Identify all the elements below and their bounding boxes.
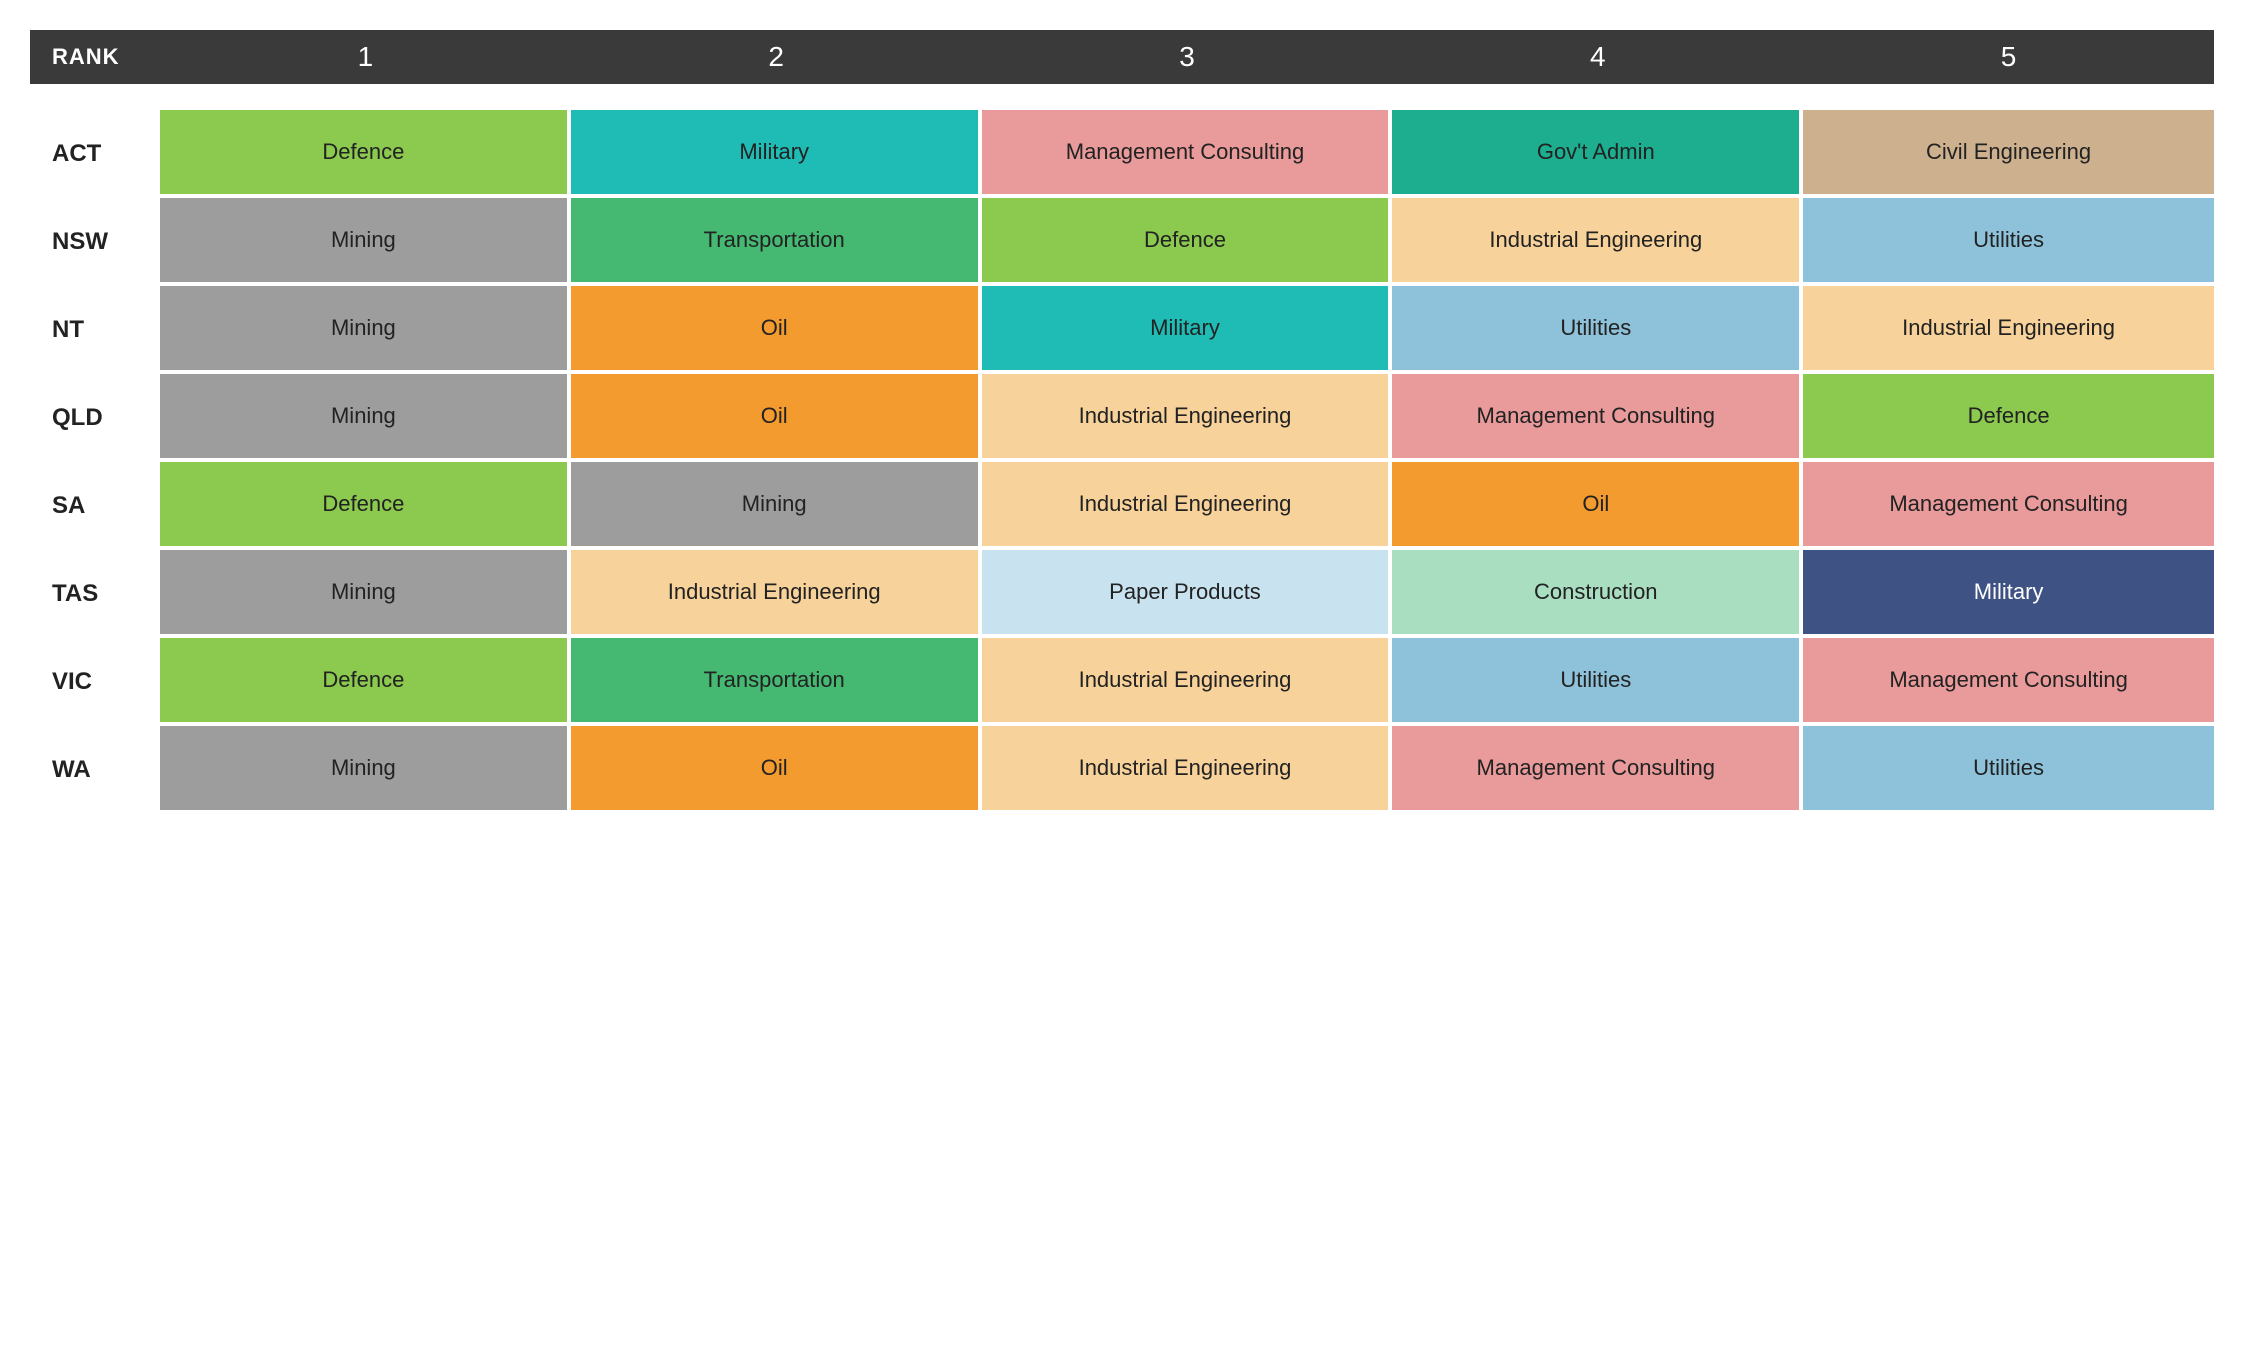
table-cell: Utilities <box>1392 286 1803 374</box>
table-row: SADefenceMiningIndustrial EngineeringOil… <box>30 462 2214 550</box>
table-cell: Oil <box>571 286 982 374</box>
rank-heatmap-table: RANK 1 2 3 4 5 ACTDefenceMilitaryManagem… <box>30 30 2214 814</box>
header-label: RANK <box>30 44 160 70</box>
table-cell: Oil <box>571 726 982 814</box>
row-label: TAS <box>30 550 160 638</box>
table-cell: Defence <box>160 110 571 198</box>
header-rank-2: 2 <box>571 41 982 73</box>
table-cell: Civil Engineering <box>1803 110 2214 198</box>
table-cell: Defence <box>160 462 571 550</box>
table-cell: Transportation <box>571 198 982 286</box>
table-cell: Industrial Engineering <box>1392 198 1803 286</box>
row-label: VIC <box>30 638 160 726</box>
row-label: QLD <box>30 374 160 462</box>
table-cell: Management Consulting <box>1392 726 1803 814</box>
table-cell: Paper Products <box>982 550 1393 638</box>
table-row: TASMiningIndustrial EngineeringPaper Pro… <box>30 550 2214 638</box>
header-rank-5: 5 <box>1803 41 2214 73</box>
table-row: NSWMiningTransportationDefenceIndustrial… <box>30 198 2214 286</box>
table-cell: Mining <box>160 726 571 814</box>
table-cell: Defence <box>1803 374 2214 462</box>
header-rank-3: 3 <box>982 41 1393 73</box>
table-cell: Industrial Engineering <box>571 550 982 638</box>
row-label: ACT <box>30 110 160 198</box>
table-body: ACTDefenceMilitaryManagement ConsultingG… <box>30 110 2214 814</box>
table-cell: Military <box>1803 550 2214 638</box>
table-cell: Mining <box>160 286 571 374</box>
table-cell: Industrial Engineering <box>982 726 1393 814</box>
table-cell: Mining <box>571 462 982 550</box>
table-header-row: RANK 1 2 3 4 5 <box>30 30 2214 86</box>
table-cell: Utilities <box>1803 726 2214 814</box>
table-cell: Management Consulting <box>1803 638 2214 726</box>
table-cell: Mining <box>160 374 571 462</box>
table-cell: Construction <box>1392 550 1803 638</box>
table-row: ACTDefenceMilitaryManagement ConsultingG… <box>30 110 2214 198</box>
header-rank-1: 1 <box>160 41 571 73</box>
table-cell: Oil <box>1392 462 1803 550</box>
table-row: QLDMiningOilIndustrial EngineeringManage… <box>30 374 2214 462</box>
row-label: SA <box>30 462 160 550</box>
header-rank-4: 4 <box>1392 41 1803 73</box>
table-cell: Industrial Engineering <box>982 374 1393 462</box>
table-cell: Management Consulting <box>982 110 1393 198</box>
table-cell: Military <box>982 286 1393 374</box>
table-cell: Defence <box>160 638 571 726</box>
row-label: NSW <box>30 198 160 286</box>
table-cell: Industrial Engineering <box>982 462 1393 550</box>
row-label: WA <box>30 726 160 814</box>
table-cell: Utilities <box>1392 638 1803 726</box>
table-row: WAMiningOilIndustrial EngineeringManagem… <box>30 726 2214 814</box>
table-cell: Mining <box>160 198 571 286</box>
table-row: NTMiningOilMilitaryUtilitiesIndustrial E… <box>30 286 2214 374</box>
table-cell: Management Consulting <box>1392 374 1803 462</box>
table-cell: Military <box>571 110 982 198</box>
table-cell: Oil <box>571 374 982 462</box>
row-label: NT <box>30 286 160 374</box>
table-row: VICDefenceTransportationIndustrial Engin… <box>30 638 2214 726</box>
table-cell: Transportation <box>571 638 982 726</box>
table-cell: Gov't Admin <box>1392 110 1803 198</box>
table-cell: Industrial Engineering <box>982 638 1393 726</box>
table-cell: Management Consulting <box>1803 462 2214 550</box>
table-cell: Mining <box>160 550 571 638</box>
table-cell: Defence <box>982 198 1393 286</box>
table-cell: Utilities <box>1803 198 2214 286</box>
table-cell: Industrial Engineering <box>1803 286 2214 374</box>
